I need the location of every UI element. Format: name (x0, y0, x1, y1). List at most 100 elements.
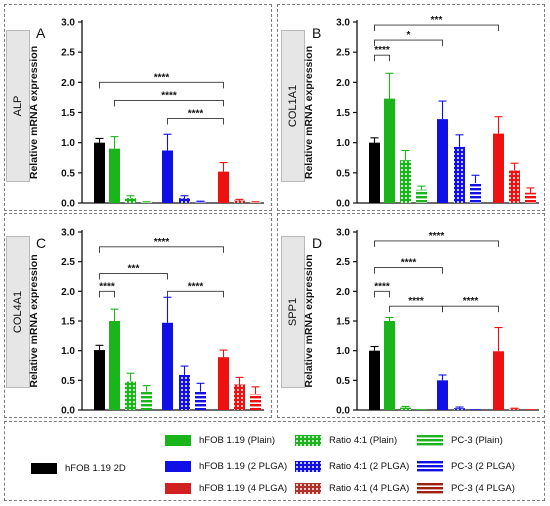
y-tick-label: 2.0 (336, 287, 350, 298)
y-tick-label: 0.0 (61, 406, 75, 417)
significance-bracket (99, 290, 115, 298)
y-tick-label: 1.5 (61, 317, 75, 328)
panel-letter: A (36, 25, 46, 41)
bar-b-8 (509, 170, 520, 203)
significance-label: **** (374, 281, 390, 292)
legend-label-hfob-plain: hFOB 1.19 (Plain) (199, 435, 276, 446)
legend-label-ratio-2plga: Ratio 4:1 (2 PLGA) (329, 461, 410, 472)
significance-bracket (99, 246, 224, 253)
y-tick-label: 2.0 (61, 287, 75, 298)
panel-letter: B (312, 25, 321, 41)
bar-b-9 (525, 192, 536, 203)
legend-swatch-ratio-4plga (295, 483, 321, 494)
significance-bracket (99, 81, 224, 89)
y-tick-label: 0.5 (336, 168, 350, 179)
bar-b-3 (416, 189, 427, 203)
y-tick-label: 3.0 (336, 18, 350, 29)
y-tick-label: 0.0 (61, 199, 75, 210)
bar-c-3 (141, 391, 152, 410)
legend-swatch-hfob-2plga (165, 461, 191, 472)
bar-a-0 (94, 142, 105, 203)
bar-c-6 (195, 391, 206, 410)
bar-a-6 (195, 201, 206, 203)
bar-a-5 (179, 198, 190, 203)
y-axis-label: Relative mRNA expression (303, 46, 315, 179)
bar-d-6 (470, 409, 481, 410)
y-tick-label: 0.0 (336, 199, 350, 210)
y-tick-label: 0.5 (61, 168, 75, 179)
gene-tab-b: COL1A1 (281, 30, 305, 182)
gene-tab-d: SPP1 (281, 236, 305, 388)
significance-label: **** (463, 296, 479, 307)
legend-label-pc3-2plga: PC-3 (2 PLGA) (451, 461, 515, 472)
significance-bracket (167, 118, 224, 125)
legend-label-hfob-2d: hFOB 1.19 2D (65, 463, 126, 474)
y-axis-label: Relative mRNA expression (28, 254, 40, 387)
significance-bracket (99, 273, 168, 280)
y-axis-label: Relative mRNA expression (303, 254, 315, 387)
panel-a-frame (4, 4, 272, 211)
bar-c-8 (234, 384, 245, 410)
gene-tab-c: COL4A1 (6, 236, 30, 388)
panel-b-frame (277, 4, 545, 211)
significance-label: **** (154, 237, 170, 248)
significance-label: **** (188, 109, 204, 120)
legend-label-pc3-4plga: PC-3 (4 PLGA) (451, 483, 515, 494)
legend-swatch-ratio-2plga (295, 461, 321, 472)
chart-panel-b: B Relative mRNA expression 0.0 0.5 1.0 1.5 2.0… (303, 15, 539, 210)
y-tick-label: 2.5 (336, 48, 350, 59)
significance-label: * (407, 30, 411, 41)
y-tick-label: 1.5 (336, 317, 350, 328)
legend-swatch-pc3-plain (417, 435, 443, 446)
bar-d-2 (400, 407, 411, 410)
legend-label-ratio-4plga: Ratio 4:1 (4 PLGA) (329, 483, 410, 494)
bar-a-2 (125, 198, 136, 203)
bar-a-1 (109, 148, 120, 203)
bar-b-4 (437, 119, 448, 203)
y-tick-label: 1.0 (336, 346, 350, 357)
bar-d-1 (384, 321, 395, 410)
bar-a-3 (141, 202, 152, 203)
chart-panel-c: C Relative mRNA expression 0.0 0.5 1.0 1.5 2.0… (28, 228, 264, 417)
significance-label: **** (401, 258, 417, 269)
significance-bracket (442, 305, 499, 313)
significance-bracket (374, 24, 499, 32)
y-tick-label: 0.5 (336, 376, 350, 387)
bar-b-6 (470, 183, 481, 203)
significance-bracket (374, 54, 390, 62)
y-tick-label: 2.5 (336, 257, 350, 268)
y-tick-label: 0.0 (336, 406, 350, 417)
bar-d-5 (454, 408, 465, 410)
y-tick-label: 2.5 (61, 48, 75, 59)
bar-d-9 (525, 409, 536, 410)
panel-d-frame (277, 213, 545, 418)
significance-label: **** (99, 281, 115, 292)
y-tick-label: 1.0 (61, 346, 75, 357)
bar-c-1 (109, 321, 120, 410)
panel-letter: D (312, 235, 322, 251)
bar-b-0 (369, 142, 380, 203)
bar-a-4 (162, 150, 173, 203)
significance-bracket (114, 99, 224, 107)
legend-label-hfob-4plga: hFOB 1.19 (4 PLGA) (199, 483, 288, 494)
significance-bracket (374, 267, 443, 274)
bar-a-8 (234, 200, 245, 203)
bar-c-7 (218, 357, 229, 410)
y-tick-label: 3.0 (336, 228, 350, 239)
bar-c-0 (94, 350, 105, 410)
legend-swatch-ratio-plain (295, 435, 321, 446)
legend: hFOB 1.19 2D hFOB 1.19 (Plain) hFOB 1.19… (4, 421, 545, 501)
chart-panel-d: D Relative mRNA expression 0.0 0.5 1.0 1.5 2.0… (303, 228, 539, 417)
significance-label: **** (374, 45, 390, 56)
legend-label-pc3-plain: PC-3 (Plain) (451, 435, 503, 446)
bar-a-7 (218, 171, 229, 203)
panel-letter: C (36, 235, 46, 251)
bar-b-5 (454, 146, 465, 203)
legend-swatch-hfob-2d (31, 463, 57, 474)
significance-bracket (374, 240, 499, 247)
bar-d-8 (509, 408, 520, 410)
bar-b-2 (400, 160, 411, 203)
bar-c-5 (179, 374, 190, 410)
bar-a-9 (250, 202, 261, 203)
bar-c-4 (162, 322, 173, 410)
